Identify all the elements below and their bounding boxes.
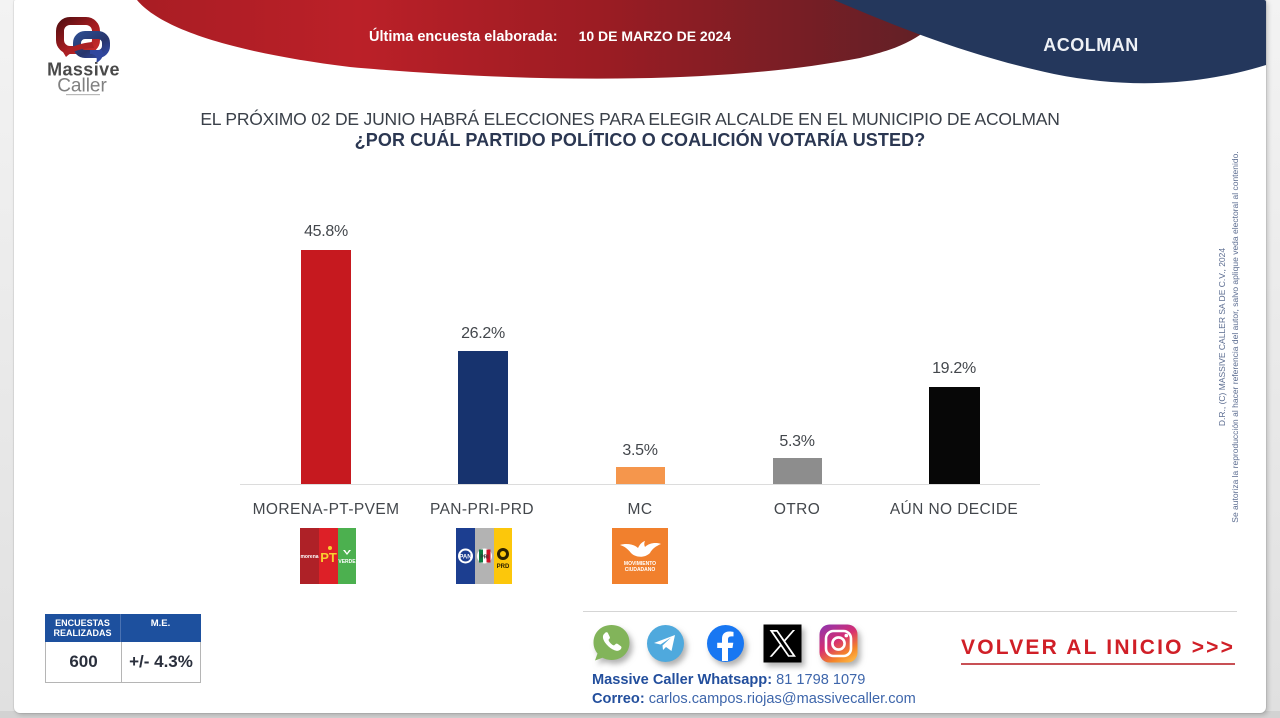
svg-text:MOVIMIENTO: MOVIMIENTO	[624, 561, 656, 567]
svg-text:PAN: PAN	[459, 555, 471, 561]
svg-text:CIUDADANO: CIUDADANO	[625, 567, 656, 573]
svg-text:PT: PT	[320, 550, 337, 565]
svg-text:morena: morena	[300, 554, 318, 560]
svg-text:PRI: PRI	[480, 555, 489, 561]
svg-text:Massive: Massive	[47, 60, 120, 80]
svg-text:PRD: PRD	[497, 564, 510, 570]
svg-text:Caller: Caller	[57, 76, 107, 97]
svg-text:VERDE: VERDE	[338, 559, 356, 565]
